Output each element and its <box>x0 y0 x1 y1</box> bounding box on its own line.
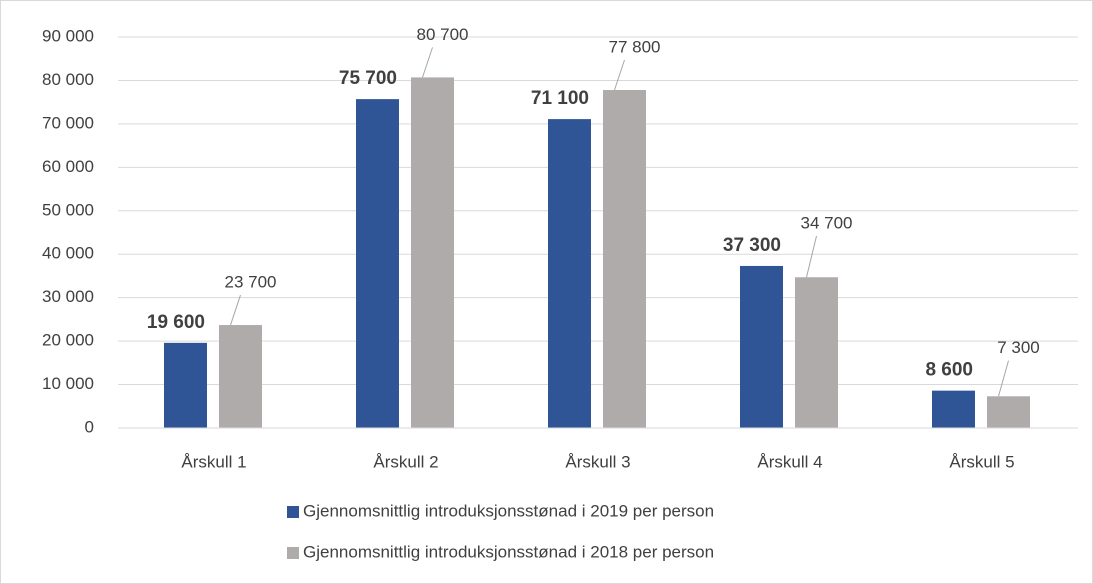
x-tick-label: Årskull 5 <box>949 452 1014 471</box>
y-tick-label: 20 000 <box>42 331 94 350</box>
bar <box>795 277 838 428</box>
bar <box>932 390 975 428</box>
data-label: 34 700 <box>801 213 853 232</box>
y-tick-label: 80 000 <box>42 70 94 89</box>
y-tick-label: 50 000 <box>42 200 94 219</box>
data-label: 75 700 <box>339 68 397 89</box>
leader-line <box>422 47 433 78</box>
leader-line <box>806 235 817 278</box>
leader-line <box>230 294 241 326</box>
data-label: 7 300 <box>997 338 1040 357</box>
bar <box>740 265 783 428</box>
legend-swatch <box>287 547 299 559</box>
legend-label: Gjennomsnittlig introduksjonsstønad i 20… <box>303 501 714 520</box>
bar <box>548 119 591 429</box>
data-label: 37 300 <box>723 235 781 256</box>
bar <box>987 396 1030 428</box>
legend-swatch <box>287 506 299 518</box>
leader-line <box>998 360 1009 397</box>
legend-label: Gjennomsnittlig introduksjonsstønad i 20… <box>303 542 714 561</box>
bar <box>164 342 207 428</box>
x-tick-label: Årskull 3 <box>565 452 630 471</box>
bar <box>356 99 399 429</box>
y-tick-label: 40 000 <box>42 244 94 263</box>
x-tick-label: Årskull 4 <box>757 452 822 471</box>
leader-line <box>614 59 625 91</box>
x-tick-label: Årskull 2 <box>373 452 438 471</box>
data-label: 23 700 <box>225 273 277 292</box>
y-tick-label: 60 000 <box>42 157 94 176</box>
bar <box>603 90 646 428</box>
data-label: 71 100 <box>531 88 589 109</box>
data-label: 77 800 <box>609 37 661 56</box>
data-label: 19 600 <box>147 312 205 333</box>
y-tick-label: 0 <box>85 417 94 436</box>
bar <box>411 77 454 429</box>
data-label: 8 600 <box>925 360 973 381</box>
y-tick-label: 90 000 <box>42 26 94 45</box>
y-tick-label: 70 000 <box>42 113 94 132</box>
x-tick-label: Årskull 1 <box>181 452 246 471</box>
y-tick-label: 30 000 <box>42 287 94 306</box>
bar <box>219 325 262 428</box>
y-tick-label: 10 000 <box>42 374 94 393</box>
data-label: 80 700 <box>417 25 469 44</box>
